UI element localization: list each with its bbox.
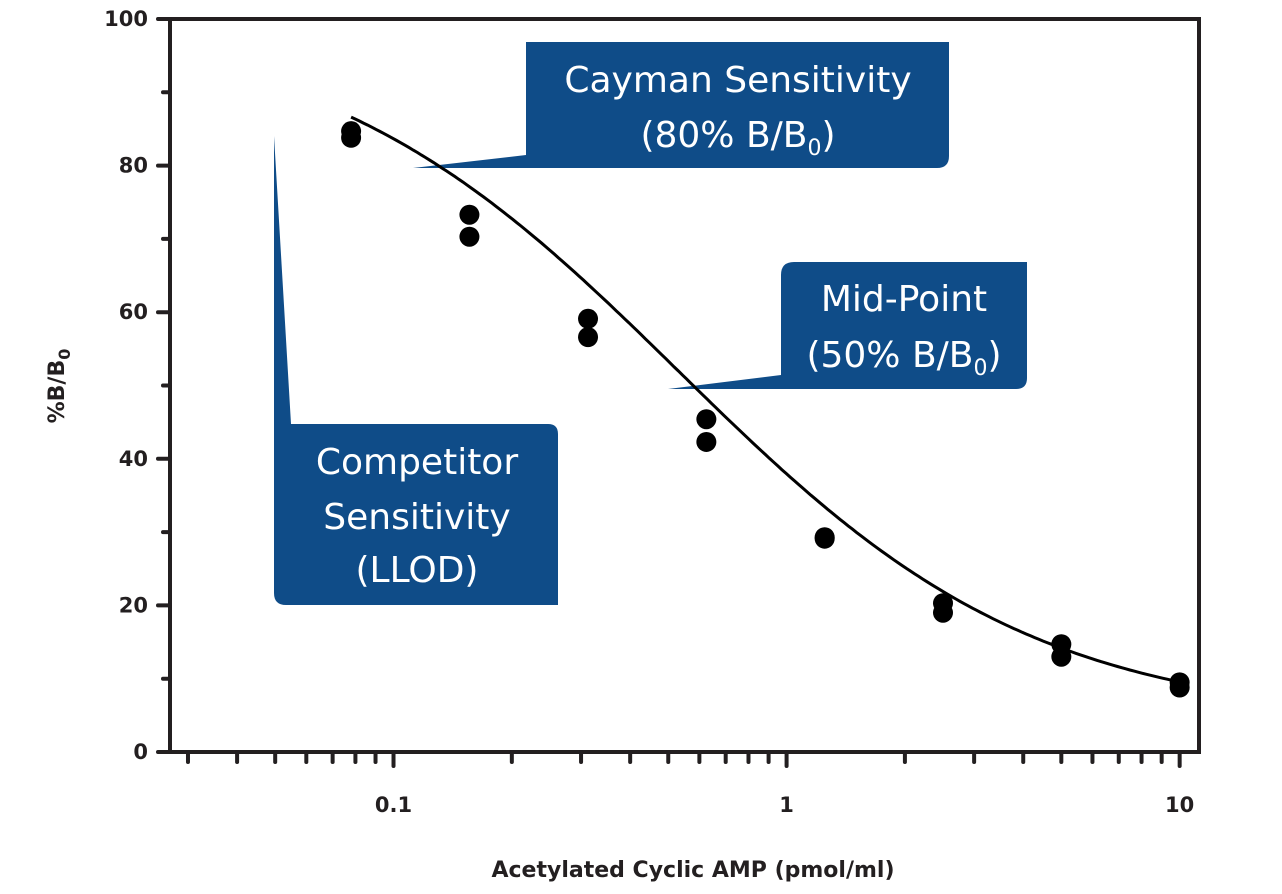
- callout-cayman-line1: Cayman Sensitivity: [564, 60, 911, 101]
- callout-cayman: [413, 42, 949, 168]
- fit-curve: [350, 115, 1181, 684]
- callouts: Competitor Sensitivity (LLOD) Cayman Sen…: [274, 42, 1027, 605]
- data-point: [459, 204, 480, 225]
- data-point: [1051, 646, 1072, 667]
- y-axis-title-subscript: 0: [55, 349, 74, 360]
- data-points: [341, 121, 1190, 698]
- x-tick-label: 0.1: [375, 793, 412, 817]
- data-point: [696, 431, 717, 452]
- callout-midpoint: [668, 262, 1027, 389]
- x-axis-ticks: 0.1 1 10: [185, 750, 1194, 817]
- callout-cayman-line2: (80% B/B0): [640, 115, 835, 161]
- y-axis-title: %B/B0: [45, 349, 74, 424]
- callout-competitor-line2: Sensitivity: [323, 497, 510, 538]
- data-point: [814, 528, 835, 549]
- callout-cayman-close: ): [821, 115, 835, 156]
- callout-midpoint-subscript: 0: [973, 356, 987, 381]
- y-tick-label: 20: [119, 593, 148, 617]
- callout-midpoint-close: ): [987, 335, 1001, 376]
- y-tick-label: 0: [133, 740, 148, 764]
- callout-midpoint-line1: Mid-Point: [821, 279, 987, 320]
- x-tick-label: 10: [1165, 793, 1194, 817]
- data-point: [1169, 677, 1190, 698]
- callout-midpoint-line2-main: (50% B/B: [806, 335, 973, 376]
- data-point: [459, 226, 480, 247]
- y-axis-title-main: %B/B: [45, 360, 70, 424]
- callout-competitor-line1: Competitor: [316, 442, 518, 483]
- data-point: [578, 327, 599, 348]
- x-axis-title: Acetylated Cyclic AMP (pmol/ml): [491, 858, 894, 883]
- callout-competitor: [274, 136, 558, 605]
- data-point: [341, 127, 362, 148]
- x-tick-label: 1: [779, 793, 794, 817]
- data-point: [933, 602, 954, 623]
- data-point: [578, 308, 599, 329]
- callout-midpoint-line2: (50% B/B0): [806, 335, 1001, 381]
- y-tick-label: 100: [104, 7, 148, 31]
- y-tick-label: 60: [119, 300, 148, 324]
- callout-cayman-subscript: 0: [807, 136, 821, 161]
- y-axis-ticks: 0 20 40 60 80 100: [104, 7, 172, 764]
- callout-competitor-line3: (LLOD): [356, 550, 479, 591]
- callout-cayman-line2-main: (80% B/B: [640, 115, 807, 156]
- y-tick-label: 40: [119, 447, 148, 471]
- data-point: [696, 409, 717, 430]
- y-tick-label: 80: [119, 154, 148, 178]
